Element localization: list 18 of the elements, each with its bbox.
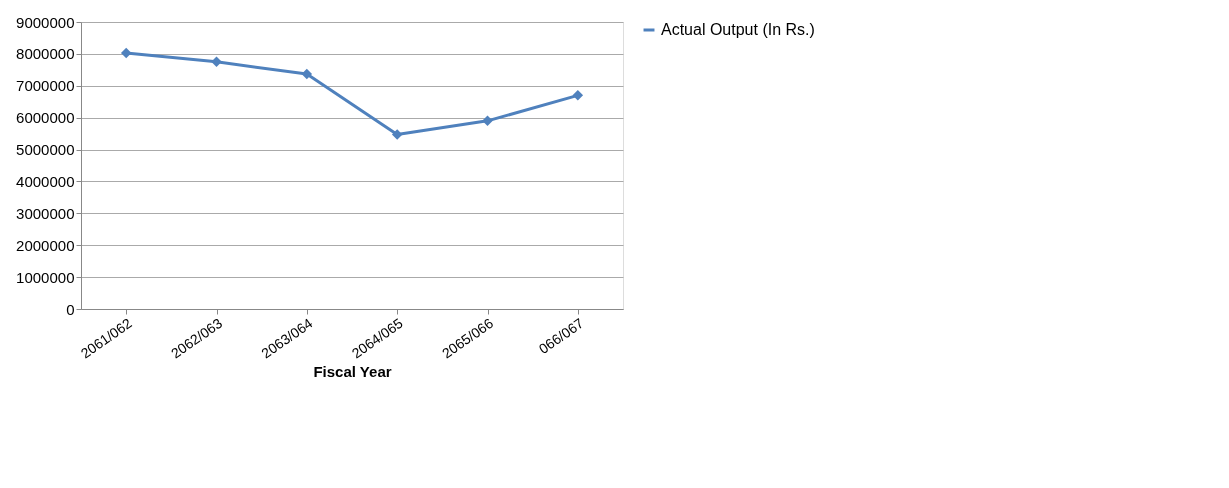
point	[120, 47, 132, 59]
y-tick-label: 7000000	[16, 77, 75, 95]
point	[301, 68, 313, 80]
y-tick-label: 4000000	[16, 172, 75, 190]
legend-label: Actual Output (In Rs.)	[661, 21, 815, 38]
y-tick-label: 9000000	[16, 13, 75, 31]
point	[482, 115, 493, 127]
point	[572, 90, 584, 101]
point	[211, 56, 222, 68]
y-tick-label: 3000000	[16, 204, 75, 222]
point	[391, 129, 403, 140]
y-tick-label: 6000000	[16, 109, 75, 127]
y-tick-label: 5000000	[16, 141, 75, 159]
y-tick-label: 1000000	[16, 268, 75, 286]
y-tick-label: 0	[66, 300, 75, 318]
y-tick-label: 8000000	[16, 45, 75, 63]
y-tick-label: 2000000	[16, 236, 75, 254]
x-axis-title: Fiscal Year	[313, 363, 392, 381]
